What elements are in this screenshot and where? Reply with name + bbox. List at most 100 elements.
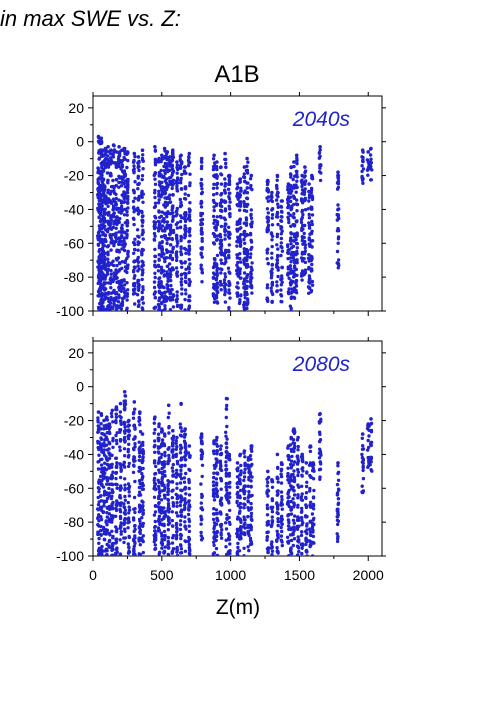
data-point	[171, 178, 176, 182]
data-point	[104, 475, 109, 480]
data-point	[179, 200, 183, 205]
data-point	[296, 448, 300, 452]
data-point	[182, 435, 187, 439]
data-point	[307, 216, 312, 220]
data-point	[166, 492, 170, 497]
data-point	[157, 424, 161, 429]
data-point	[136, 206, 140, 210]
data-point	[279, 518, 284, 523]
data-point	[164, 185, 169, 189]
data-point	[296, 515, 300, 520]
data-point	[127, 534, 131, 539]
data-point	[162, 506, 166, 510]
data-point	[153, 188, 157, 193]
data-point	[360, 148, 365, 152]
data-point	[141, 153, 145, 157]
data-point	[265, 182, 270, 187]
data-point	[238, 219, 242, 223]
data-point	[215, 452, 219, 456]
data-point	[125, 165, 129, 170]
data-point	[223, 181, 228, 186]
data-point	[170, 496, 174, 500]
data-point	[289, 270, 293, 274]
data-point	[153, 459, 157, 463]
data-point	[178, 225, 183, 230]
data-point	[132, 276, 136, 280]
data-point	[308, 449, 313, 454]
data-point	[294, 169, 299, 174]
data-point	[175, 163, 180, 167]
data-point	[249, 216, 254, 220]
data-point	[178, 443, 183, 447]
data-point	[141, 550, 145, 555]
data-point	[248, 280, 253, 284]
data-point	[156, 436, 160, 440]
data-point	[265, 491, 269, 496]
data-point	[104, 528, 108, 532]
data-point	[295, 198, 299, 202]
data-point	[266, 261, 270, 266]
data-point	[104, 287, 108, 291]
data-point	[133, 445, 137, 449]
data-point	[162, 514, 167, 519]
data-point	[236, 545, 240, 550]
data-point	[141, 159, 145, 163]
data-point	[133, 265, 137, 270]
data-point	[157, 307, 161, 311]
data-point	[103, 255, 107, 260]
data-point	[270, 546, 274, 550]
data-point	[123, 394, 128, 398]
data-point	[310, 176, 314, 180]
data-point	[238, 243, 243, 247]
data-point	[174, 441, 178, 446]
data-point	[126, 158, 130, 163]
data-point	[156, 229, 161, 233]
data-point	[219, 165, 223, 169]
data-point	[249, 444, 254, 448]
data-point	[127, 551, 131, 555]
data-point	[309, 475, 313, 479]
data-point	[187, 444, 192, 448]
data-point	[168, 308, 173, 311]
data-point	[310, 207, 314, 211]
data-point	[132, 455, 136, 459]
data-point	[215, 160, 219, 164]
data-point	[303, 260, 308, 265]
data-point	[366, 173, 370, 177]
data-point	[111, 439, 115, 443]
data-point	[127, 508, 132, 512]
data-point	[96, 410, 101, 414]
data-point	[218, 201, 222, 206]
data-point	[369, 146, 373, 151]
data-point	[244, 209, 249, 213]
data-point	[279, 232, 283, 236]
data-point	[162, 269, 166, 273]
data-point	[108, 161, 113, 165]
data-point	[131, 516, 136, 520]
data-point	[126, 177, 130, 182]
data-point	[199, 177, 204, 182]
data-point	[112, 263, 116, 268]
data-point	[108, 198, 112, 203]
data-point	[179, 153, 183, 158]
data-point	[174, 233, 179, 238]
data-point	[300, 492, 304, 496]
data-point	[175, 226, 180, 230]
data-point	[140, 220, 145, 224]
data-point	[223, 272, 227, 276]
data-point	[125, 195, 129, 200]
data-point	[296, 470, 301, 474]
data-point	[179, 178, 183, 183]
data-point	[114, 537, 118, 542]
data-point	[153, 149, 158, 153]
data-point	[114, 405, 119, 409]
data-point	[179, 468, 183, 473]
data-point	[275, 265, 280, 269]
data-point	[214, 182, 219, 187]
data-point	[179, 246, 183, 251]
data-point	[171, 211, 175, 215]
data-point	[183, 275, 188, 280]
data-point	[219, 487, 223, 491]
y-tick-label: -100	[56, 548, 84, 564]
